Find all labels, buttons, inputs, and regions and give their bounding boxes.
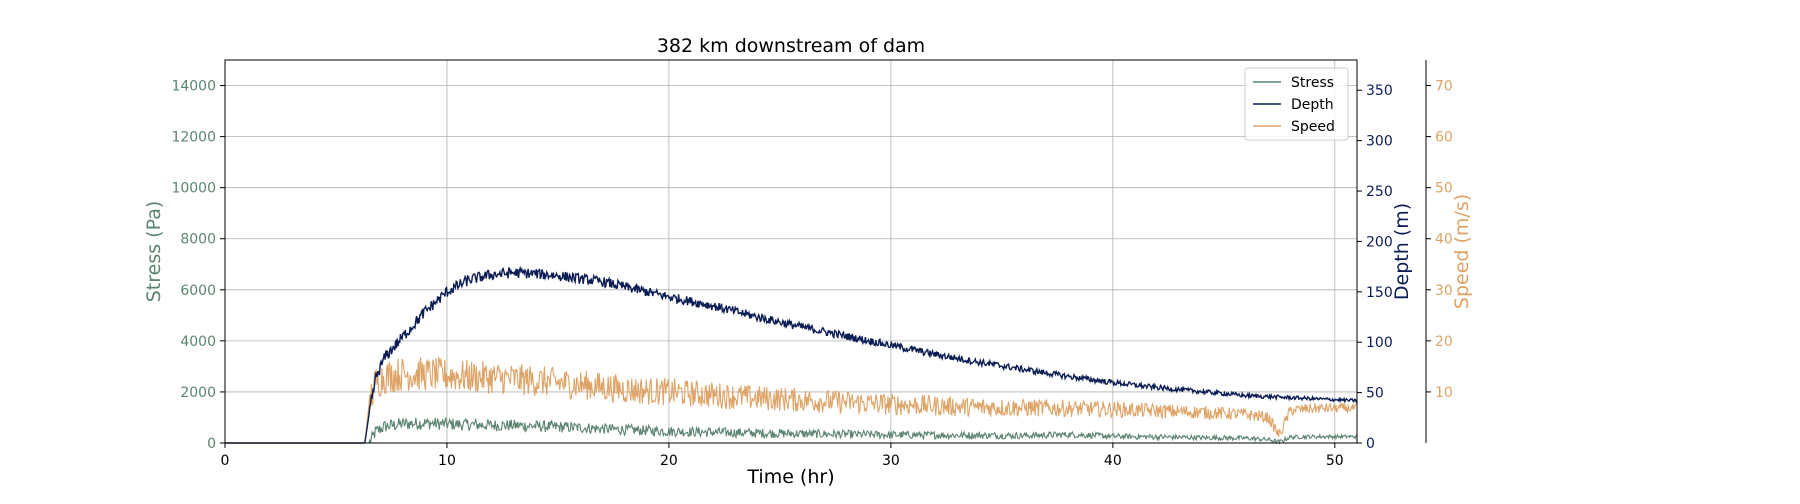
series-layer [225, 265, 1358, 445]
speed-tick-label: 10 [1435, 385, 1453, 401]
x-tick-label: 50 [1326, 453, 1344, 469]
depth-tick-label: 250 [1366, 184, 1393, 200]
series-line-speed [225, 356, 1358, 444]
depth-tick-label: 150 [1366, 285, 1393, 301]
x-tick-label: 10 [438, 453, 456, 469]
speed-tick-label: 30 [1435, 283, 1453, 299]
chart-title: 382 km downstream of dam [657, 35, 925, 57]
stress-tick-label: 0 [207, 436, 216, 452]
speed-tick-label: 50 [1435, 181, 1453, 197]
x-tick-label: 0 [221, 453, 230, 469]
legend-label-speed: Speed [1291, 119, 1335, 135]
depth-tick-label: 350 [1366, 83, 1393, 99]
depth-tick-label: 100 [1366, 335, 1393, 351]
y-axis-label-speed: Speed (m/s) [1451, 194, 1473, 309]
y-axis-label-stress: Stress (Pa) [143, 201, 165, 303]
stress-tick-label: 2000 [180, 385, 216, 401]
stress-tick-label: 12000 [171, 130, 216, 146]
depth-tick-label: 0 [1366, 436, 1375, 452]
stress-tick-label: 4000 [180, 334, 216, 350]
depth-tick-label: 200 [1366, 234, 1393, 250]
speed-tick-label: 70 [1435, 79, 1453, 95]
stress-tick-label: 6000 [180, 283, 216, 299]
series-line-depth [225, 265, 1358, 444]
speed-tick-label: 20 [1435, 334, 1453, 350]
speed-tick-label: 40 [1435, 232, 1453, 248]
depth-tick-label: 50 [1366, 386, 1384, 402]
legend-label-stress: Stress [1291, 75, 1334, 91]
stress-tick-label: 10000 [171, 181, 216, 197]
x-tick-label: 20 [660, 453, 678, 469]
plot-frame [224, 59, 1358, 444]
stress-tick-label: 14000 [171, 79, 216, 95]
x-tick-label: 40 [1104, 453, 1122, 469]
series-line-stress [225, 417, 1358, 445]
x-tick-label: 30 [882, 453, 900, 469]
x-axis-label: Time (hr) [746, 466, 834, 488]
legend: Stress Depth Speed [1244, 67, 1349, 141]
depth-tick-label: 300 [1366, 134, 1393, 150]
legend-box [1244, 67, 1349, 141]
legend-label-depth: Depth [1291, 97, 1334, 113]
y-axis-label-depth: Depth (m) [1391, 203, 1413, 300]
axes-layer: 0 10 20 30 40 5002000400060008000100001200014… [171, 59, 1453, 469]
speed-tick-label: 60 [1435, 130, 1453, 146]
stress-tick-label: 8000 [180, 232, 216, 248]
